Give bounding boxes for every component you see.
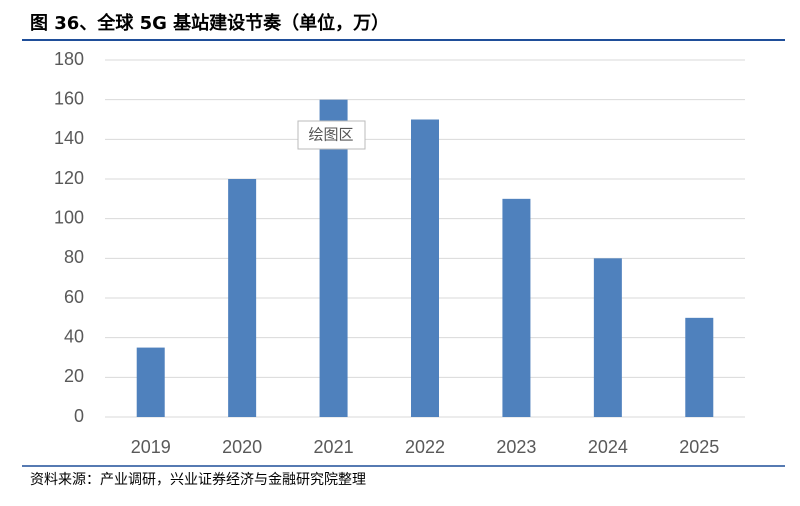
bar xyxy=(593,258,622,417)
bar xyxy=(136,347,165,417)
y-tick-label: 60 xyxy=(64,287,84,307)
bar xyxy=(685,317,714,417)
y-tick-label: 100 xyxy=(54,207,84,227)
bar xyxy=(502,198,531,417)
y-tick-label: 180 xyxy=(54,49,84,69)
y-tick-label: 80 xyxy=(64,247,84,267)
x-tick-label: 2020 xyxy=(222,437,262,457)
y-tick-label: 20 xyxy=(64,366,84,386)
y-tick-label: 160 xyxy=(54,88,84,108)
tooltip: 绘图区 xyxy=(308,126,353,144)
x-tick-label: 2022 xyxy=(405,437,445,457)
y-tick-label: 120 xyxy=(54,168,84,188)
y-tick-label: 0 xyxy=(74,406,84,426)
x-tick-label: 2019 xyxy=(131,437,171,457)
plot-area: 0 20 40 60 80 100 120 140 160 180 2019 2020 2021 2022… xyxy=(54,49,745,457)
y-tick-label: 40 xyxy=(64,326,84,346)
bar xyxy=(411,119,439,417)
source-note: 资料来源：产业调研，兴业证券经济与金融研究院整理 xyxy=(30,472,366,488)
chart-title: 图 36、全球 5G 基站建设节奏（单位，万） xyxy=(30,12,389,34)
x-tick-label: 2025 xyxy=(679,437,719,457)
y-tick-label: 140 xyxy=(54,128,84,148)
x-tick-label: 2023 xyxy=(496,437,536,457)
x-tick-label: 2024 xyxy=(588,437,628,457)
bar xyxy=(228,179,257,417)
bar xyxy=(319,99,348,418)
tooltip-box xyxy=(297,120,366,150)
x-tick-label: 2021 xyxy=(314,437,354,457)
